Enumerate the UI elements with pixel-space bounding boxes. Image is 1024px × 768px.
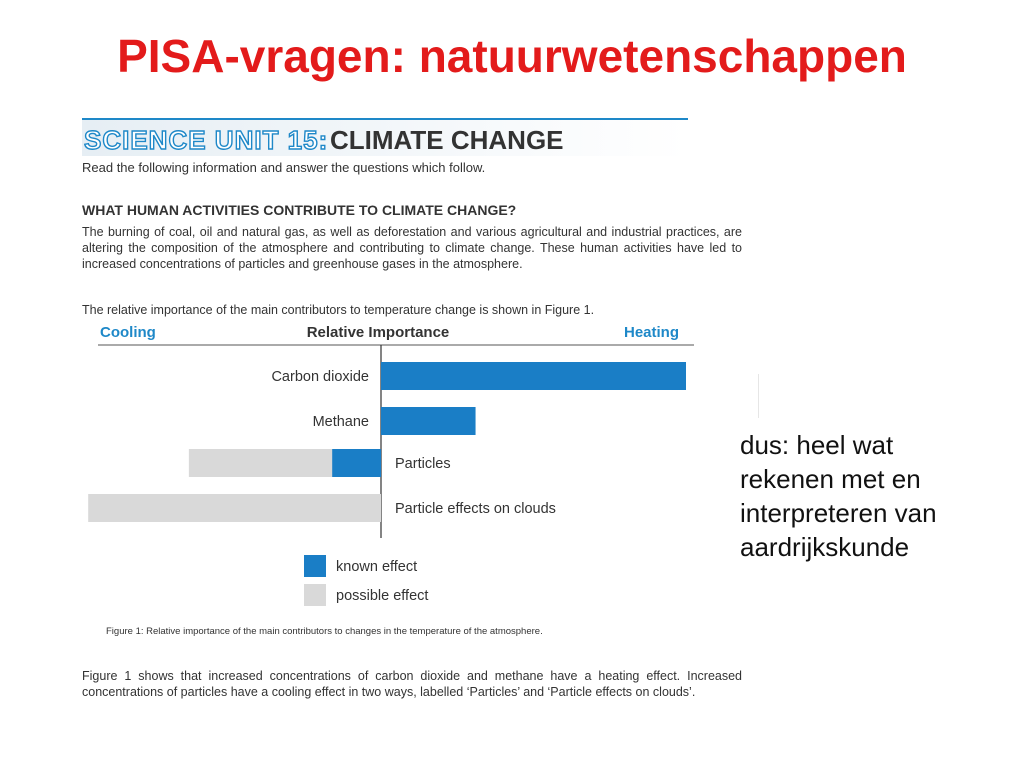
legend-label: possible effect [336, 588, 428, 604]
slide-title: PISA-vragen: natuurwetenschappen [117, 30, 907, 82]
unit-header: SCIENCE UNIT 15: CLIMATE CHANGE [82, 120, 688, 156]
side-note-line: aardrijkskunde [740, 532, 910, 562]
legend-label: known effect [336, 559, 417, 575]
bar-known [332, 449, 381, 477]
unit-header-rule [82, 118, 688, 120]
legend-swatch [304, 584, 326, 606]
side-note-line: interpreteren van [740, 498, 937, 528]
bar-possible [88, 494, 381, 522]
header-relative-importance: Relative Importance [307, 324, 450, 341]
divider-line [758, 374, 759, 418]
paragraph-3: Figure 1 shows that increased concentrat… [82, 669, 742, 699]
category-label: Methane [313, 414, 369, 430]
paragraph-2: The relative importance of the main cont… [82, 303, 595, 317]
question-heading: WHAT HUMAN ACTIVITIES CONTRIBUTE TO CLIM… [82, 202, 517, 218]
intro-text: Read the following information and answe… [82, 160, 486, 175]
bar-known [381, 407, 476, 435]
climate-chart: Cooling Relative Importance Heating Carbon … [88, 318, 700, 610]
category-label: Carbon dioxide [271, 369, 369, 385]
header-heating: Heating [624, 324, 679, 341]
category-label: Particle effects on clouds [395, 501, 556, 517]
side-note-line: rekenen met en [740, 464, 921, 494]
unit-label: SCIENCE UNIT 15: [83, 124, 329, 155]
paragraph-1: The burning of coal, oil and natural gas… [82, 225, 742, 271]
legend-swatch [304, 555, 326, 577]
category-label: Particles [395, 456, 451, 472]
side-note-line: dus: heel wat [740, 430, 894, 460]
header-cooling: Cooling [100, 324, 156, 341]
bar-known [381, 362, 686, 390]
chart-svg: Cooling Relative Importance Heating Carbon … [88, 324, 694, 606]
unit-title: CLIMATE CHANGE [330, 125, 564, 155]
side-note: dus: heel wat rekenen met en interpreter… [740, 428, 1010, 564]
figure-caption: Figure 1: Relative importance of the mai… [106, 626, 543, 637]
